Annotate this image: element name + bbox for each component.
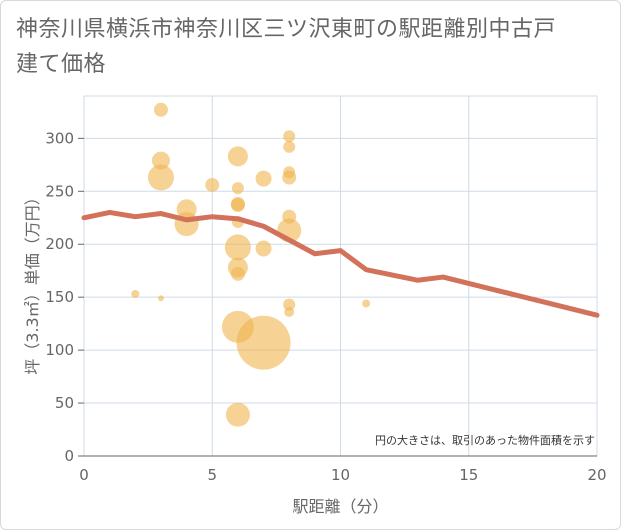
bubble-size-note: 円の大きさは、取引のあった物件面積を示す xyxy=(375,433,595,447)
bubble-point xyxy=(284,307,295,317)
grid-lines xyxy=(83,95,598,457)
x-axis-label: 駅距離（分） xyxy=(292,497,388,516)
bubble-point xyxy=(131,290,140,298)
y-tick-label: 0 xyxy=(64,447,74,465)
x-tick-label: 10 xyxy=(331,466,350,484)
bubble-point xyxy=(230,266,245,281)
bubble-point xyxy=(255,170,272,187)
bubble-point xyxy=(362,299,371,308)
chart-title: 神奈川県横浜市神奈川区三ツ沢東町の駅距離別中古戸建て価格 xyxy=(16,17,557,77)
bubble-point xyxy=(205,177,220,192)
bubble-point xyxy=(151,151,170,170)
bubble-layer xyxy=(131,102,371,427)
bubble-point xyxy=(227,146,248,167)
y-tick-label: 150 xyxy=(45,288,74,306)
bubble-point xyxy=(255,240,272,257)
y-tick-label: 250 xyxy=(45,182,74,200)
bubble-point xyxy=(157,295,164,302)
bubble-point xyxy=(236,315,291,370)
bubble-point xyxy=(282,170,297,185)
bubble-point xyxy=(224,234,251,261)
x-tick-label: 0 xyxy=(79,466,89,484)
bubble-point xyxy=(153,102,168,117)
line-layer xyxy=(81,209,600,318)
average-price-line xyxy=(81,209,600,318)
bubble-point xyxy=(231,182,244,195)
bubble-point xyxy=(283,140,296,153)
x-tick-label: 20 xyxy=(587,466,606,484)
x-tick-label: 15 xyxy=(459,466,478,484)
y-axis-label: 坪（3.3㎡）単価（万円） xyxy=(23,189,42,374)
bubble-point xyxy=(230,198,245,213)
bubble-point xyxy=(283,298,296,311)
bubble-point xyxy=(283,130,296,143)
y-tick-label: 100 xyxy=(45,341,74,359)
y-tick-label: 200 xyxy=(45,235,74,253)
y-tick-label: 300 xyxy=(45,129,74,147)
bubble-point xyxy=(147,164,174,191)
bubble-point xyxy=(225,402,250,427)
x-tick-label: 5 xyxy=(207,466,217,484)
y-tick-label: 50 xyxy=(55,394,74,412)
